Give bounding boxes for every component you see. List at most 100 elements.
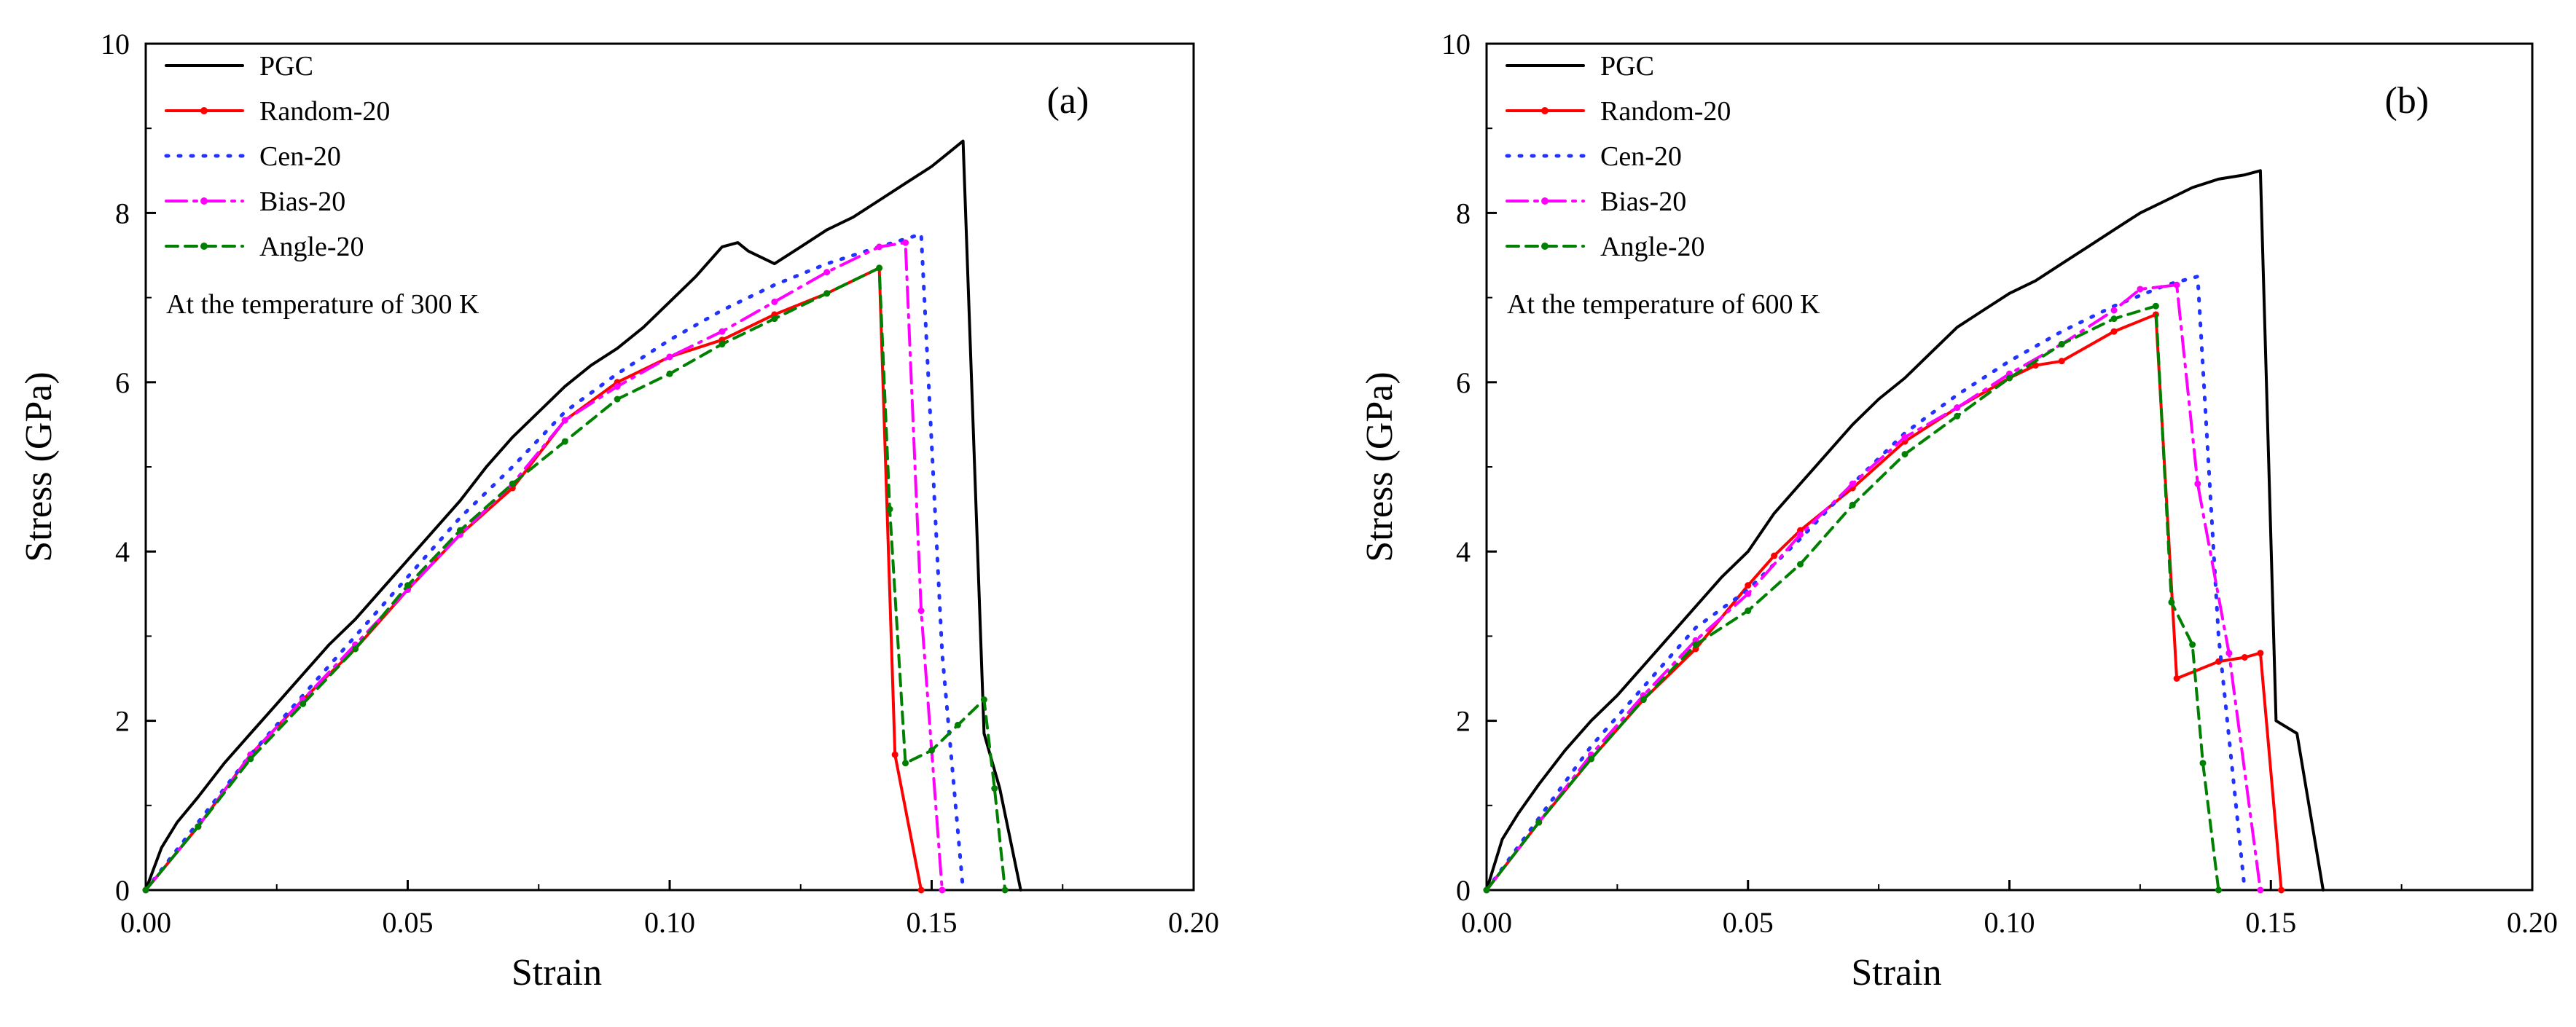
- x-tick-label: 0.10: [644, 906, 695, 939]
- data-point-angle-20: [771, 315, 778, 323]
- x-tick-label: 0.20: [2507, 906, 2558, 939]
- data-point-angle-20: [1745, 607, 1752, 615]
- data-point-angle-20: [2168, 599, 2175, 606]
- data-point-bias-20: [666, 353, 673, 361]
- legend-marker-random-20: [200, 107, 208, 114]
- data-point-angle-20: [1483, 886, 1490, 894]
- legend-marker-angle-20: [200, 243, 208, 250]
- data-point-angle-20: [195, 823, 202, 830]
- series-line-bias-20: [1485, 283, 2262, 892]
- y-tick-label: 6: [115, 366, 130, 399]
- data-point-angle-20: [1849, 501, 1856, 508]
- y-tick-label: 6: [1456, 366, 1471, 399]
- data-point-random-20: [1771, 552, 1778, 559]
- temperature-annotation: At the temperature of 300 K: [166, 289, 479, 320]
- legend-label-angle-20: Angle-20: [1600, 232, 1705, 262]
- data-point-angle-20: [2110, 315, 2118, 323]
- x-tick-label: 0.05: [383, 906, 434, 939]
- x-tick-label: 0.10: [1984, 906, 2035, 939]
- data-point-random-20: [2173, 675, 2180, 682]
- data-point-angle-20: [1588, 755, 1594, 763]
- legend-marker-angle-20: [1541, 243, 1549, 250]
- series-line-random-20: [144, 266, 923, 892]
- data-point-angle-20: [614, 396, 621, 403]
- data-point-angle-20: [1640, 696, 1647, 704]
- legend-marker-bias-20: [200, 197, 208, 205]
- data-point-angle-20: [300, 700, 307, 707]
- data-point-angle-20: [1954, 412, 1961, 420]
- data-point-random-20: [891, 751, 899, 758]
- data-point-angle-20: [1797, 561, 1804, 568]
- series-line-pgc: [1485, 169, 2325, 892]
- data-point-bias-20: [614, 383, 621, 390]
- data-point-bias-20: [902, 239, 909, 246]
- legend-label-bias-20: Bias-20: [259, 186, 345, 217]
- data-point-random-20: [2241, 653, 2248, 661]
- y-axis-title: Stress (GPa): [18, 371, 60, 562]
- y-axis-title: Stress (GPa): [1359, 371, 1401, 562]
- data-point-bias-20: [1954, 404, 1961, 412]
- data-point-bias-20: [917, 607, 925, 615]
- x-tick-label: 0.15: [2245, 906, 2296, 939]
- data-point-bias-20: [823, 269, 831, 276]
- legend-label-angle-20: Angle-20: [259, 232, 364, 262]
- x-tick-label: 0.00: [1461, 906, 1512, 939]
- panel-label: (b): [2384, 80, 2429, 122]
- data-point-angle-20: [1535, 819, 1543, 826]
- data-point-angle-20: [2058, 341, 2065, 348]
- legend-label-cen-20: Cen-20: [259, 141, 341, 172]
- x-axis-title: Strain: [512, 952, 602, 993]
- data-point-angle-20: [561, 438, 568, 445]
- data-point-angle-20: [2199, 760, 2207, 767]
- data-point-angle-20: [2189, 641, 2196, 648]
- data-point-random-20: [1745, 582, 1752, 589]
- x-tick-label: 0.00: [120, 906, 171, 939]
- legend-label-cen-20: Cen-20: [1600, 141, 1682, 172]
- series-line-angle-20: [144, 266, 1007, 892]
- y-tick-label: 4: [1456, 535, 1471, 568]
- y-tick-label: 2: [115, 705, 130, 738]
- data-point-angle-20: [352, 645, 359, 653]
- data-point-angle-20: [142, 886, 149, 894]
- data-point-bias-20: [1797, 531, 1804, 538]
- legend-label-pgc: PGC: [259, 51, 313, 82]
- data-point-bias-20: [2225, 650, 2233, 657]
- x-axis-title: Strain: [1851, 952, 1941, 993]
- series-line-pgc: [144, 139, 1022, 892]
- data-point-angle-20: [1692, 641, 1699, 648]
- series-line-cen-20: [1484, 275, 2247, 892]
- data-point-angle-20: [991, 785, 998, 792]
- y-tick-label: 10: [1441, 28, 1471, 60]
- panel-b: 0.00 0.05 0.10 0.15 0.20 0 2 4 6 8 10 Strain Stress …: [1359, 28, 2558, 993]
- legend-label-random-20: Random-20: [1600, 96, 1731, 127]
- data-point-angle-20: [954, 721, 961, 728]
- x-tick-label: 0.20: [1168, 906, 1219, 939]
- data-point-random-20: [2257, 650, 2264, 657]
- y-tick-label: 8: [1456, 197, 1471, 229]
- panel-a: 0.00 0.05 0.10 0.15 0.20 0 2 4 6 8 10 Strain Stress …: [18, 28, 1219, 993]
- data-point-bias-20: [2137, 286, 2144, 293]
- y-tick-label: 2: [1456, 705, 1471, 738]
- legend-marker-bias-20: [1541, 197, 1549, 205]
- data-point-angle-20: [2006, 374, 2013, 382]
- data-point-bias-20: [719, 328, 726, 335]
- data-point-bias-20: [561, 417, 568, 424]
- y-tick-label: 10: [101, 28, 130, 60]
- temperature-annotation: At the temperature of 600 K: [1507, 289, 1820, 320]
- data-point-angle-20: [876, 264, 883, 272]
- series-line-angle-20: [1485, 304, 2220, 892]
- data-point-angle-20: [2152, 302, 2159, 310]
- series-line-cen-20: [144, 232, 966, 892]
- data-point-angle-20: [719, 341, 726, 348]
- data-point-angle-20: [1001, 886, 1009, 894]
- x-tick-label: 0.15: [907, 906, 958, 939]
- legend-label-random-20: Random-20: [259, 96, 390, 127]
- data-point-angle-20: [902, 760, 909, 767]
- data-point-random-20: [2278, 886, 2285, 894]
- data-point-angle-20: [980, 696, 987, 704]
- data-point-random-20: [917, 886, 925, 894]
- data-point-angle-20: [823, 290, 831, 297]
- data-point-angle-20: [456, 527, 463, 534]
- legend-label-pgc: PGC: [1600, 51, 1654, 82]
